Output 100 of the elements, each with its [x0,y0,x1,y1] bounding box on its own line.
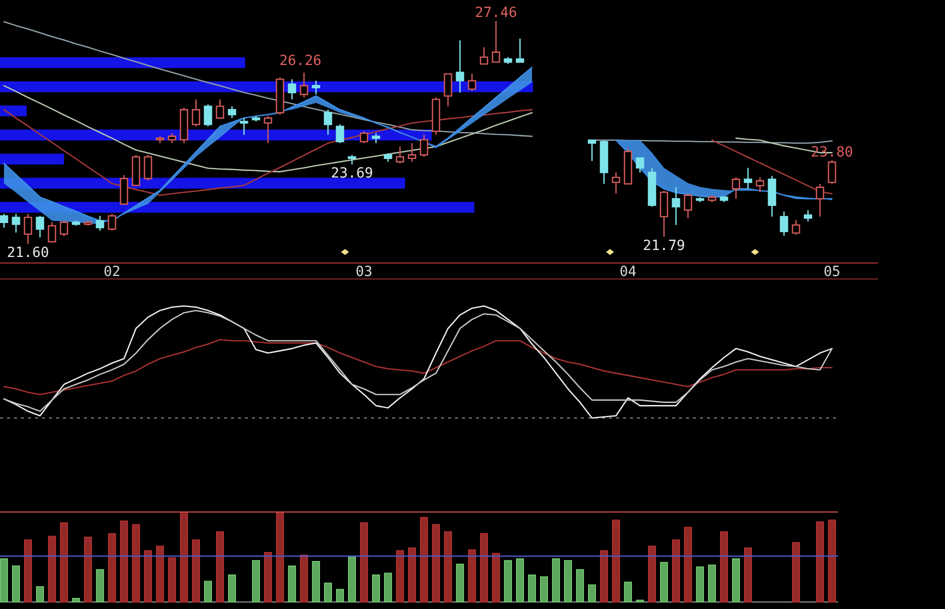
bar [0,558,8,602]
candlestick [648,167,656,208]
candlestick [516,38,524,63]
bar [744,548,752,602]
bar [168,557,176,602]
candlestick [300,72,308,98]
candlestick [612,172,620,194]
candlestick [624,147,632,185]
bar [180,512,188,602]
candlestick [588,139,596,162]
annotation: 23.80 [810,144,854,160]
candlestick [336,124,344,144]
candlestick [780,211,788,236]
candlestick [156,136,164,144]
x-tick-label: 04 [620,264,636,280]
bar [660,562,668,602]
bar [612,520,620,602]
candlestick [408,142,416,162]
bar [396,550,404,602]
bar [384,572,392,602]
candlestick [828,160,836,185]
bar [420,516,428,602]
bar [228,574,236,602]
bar [504,560,512,602]
bar [24,539,32,602]
bar [468,549,476,602]
candlestick [96,215,104,232]
candlestick [276,76,284,116]
bar [84,536,92,602]
bar [564,560,572,602]
bar [444,531,452,602]
bar [96,569,104,602]
candlestick [372,132,380,144]
candlestick [132,154,140,186]
bar [576,569,584,602]
bar [432,524,440,602]
bar [72,598,80,602]
x-tick-label: 03 [356,264,372,280]
bar [348,556,356,602]
bar [36,586,44,602]
bar [372,574,380,602]
candlestick [288,78,296,100]
candlestick [180,107,188,144]
candlestick [504,56,512,65]
candlestick [432,96,440,136]
candlestick [444,73,452,107]
bar [156,546,164,602]
bar [528,574,536,602]
candlestick [468,73,476,92]
bar [696,566,704,602]
annotation: 27.46 [474,5,518,21]
candlestick [720,196,728,203]
bar [300,554,308,602]
bar [120,520,128,602]
candlestick [480,46,488,65]
candlestick [84,220,92,226]
bar [480,533,488,602]
candlestick [600,139,608,185]
bar [624,582,632,602]
bar [792,542,800,602]
bar [648,546,656,602]
candlestick [252,115,260,122]
candlestick [768,175,776,218]
bar [492,552,500,602]
bar [672,539,680,602]
candlestick [360,130,368,144]
bar [552,558,560,602]
candlestick [12,213,20,234]
candlestick [384,152,392,162]
bar [144,550,152,602]
candlestick [168,132,176,144]
candlestick [120,174,128,205]
candlestick [204,104,212,128]
bar [540,576,548,602]
candlestick [708,194,716,203]
bar [828,520,836,602]
bar [456,564,464,602]
bar [216,531,224,602]
annotation: 21.79 [642,238,686,254]
annotation: 26.26 [279,53,322,69]
candlestick [420,134,428,158]
bar [0,154,64,165]
x-tick-label: 05 [824,264,840,280]
candlestick [636,157,644,174]
bar [264,552,272,602]
bar [192,539,200,602]
bar [336,588,344,602]
bar [204,580,212,602]
candlestick [240,117,248,136]
candlestick [792,219,800,236]
candlestick [456,40,464,94]
candlestick [192,98,200,128]
bar [48,536,56,602]
annotation: 23.69 [330,165,374,182]
bar [588,584,596,602]
bar [132,524,140,602]
bar [684,526,692,602]
bar [732,558,740,602]
candlestick [672,186,680,226]
x-tick-label: 02 [104,264,120,280]
